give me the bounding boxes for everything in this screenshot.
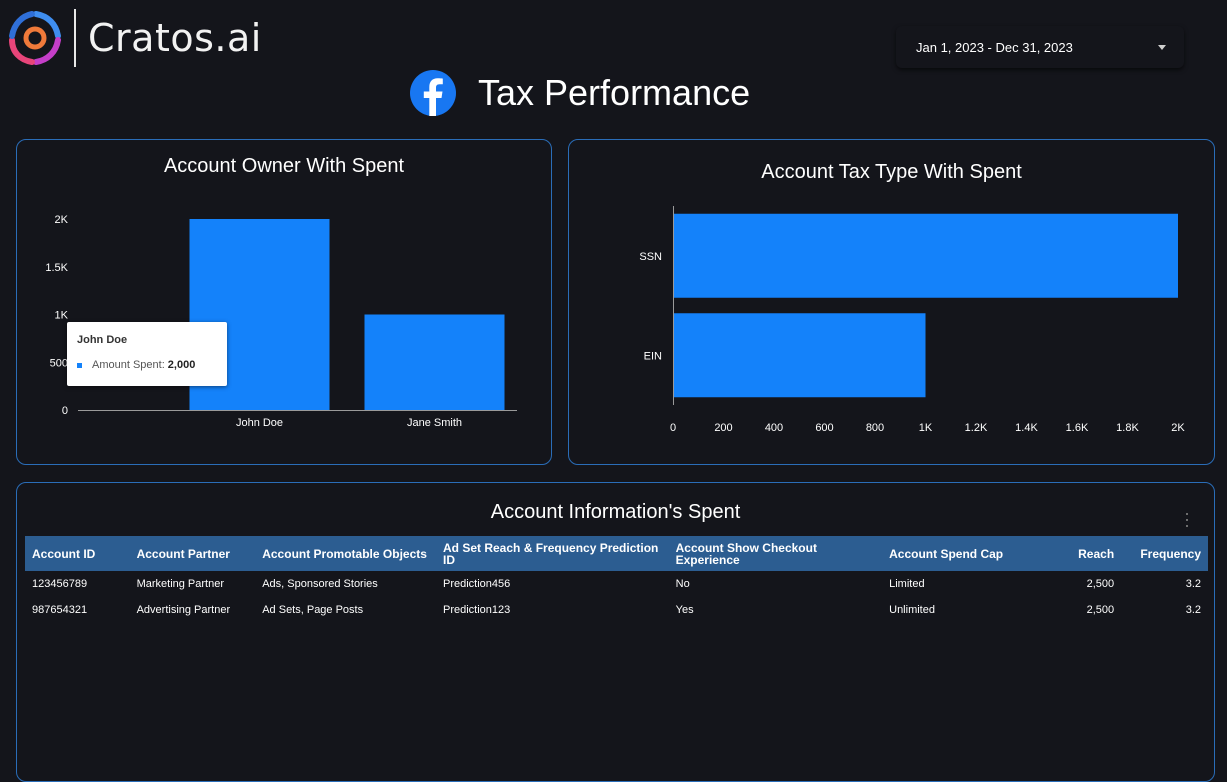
column-header[interactable]: Account Promotable Objects <box>255 536 436 571</box>
more-options-icon[interactable] <box>1182 513 1192 527</box>
account-owner-bar-chart: 0 500 1K 1.5K 2K John Doe Jane Smith <box>45 214 517 429</box>
table-cell: Unlimited <box>889 604 935 616</box>
bar <box>674 313 926 398</box>
account-info-table: Account ID Account Partner Account Promota… <box>25 536 1208 623</box>
x-tick-label: 1.2K <box>965 422 988 434</box>
table-cell: 2,500 <box>1086 604 1115 616</box>
x-tick-label: John Doe <box>236 417 283 429</box>
table-cell: Yes <box>675 604 694 616</box>
table-cell: Advertising Partner <box>136 604 231 616</box>
x-tick-label: 1.6K <box>1066 422 1089 434</box>
x-tick-label: 200 <box>714 422 732 434</box>
bar <box>674 213 1178 298</box>
y-tick-label: EIN <box>644 350 662 362</box>
table-cell: No <box>675 578 690 590</box>
table-cell: Ad Sets, Page Posts <box>262 604 364 616</box>
table-cell: 123456789 <box>32 578 88 590</box>
y-tick-label: 500 <box>50 357 68 369</box>
x-tick-label: 1K <box>919 422 933 434</box>
table-cell: 3.2 <box>1185 578 1201 590</box>
x-tick-label: 1.8K <box>1116 422 1139 434</box>
column-header[interactable]: Frequency <box>1121 536 1208 571</box>
x-tick-label: 800 <box>866 422 884 434</box>
table-cell: 2,500 <box>1086 578 1115 590</box>
date-range-label: Jan 1, 2023 - Dec 31, 2023 <box>916 39 1073 55</box>
table-header-row: Account ID Account Partner Account Promota… <box>25 536 1208 571</box>
table-cell: Ads, Sponsored Stories <box>262 578 378 590</box>
tax-type-bar-chart: SSN EIN 0 200 400 600 800 1K 1.2K 1.4K 1.6K 1.8K 2K <box>639 206 1185 434</box>
y-tick-label: 2K <box>55 214 69 226</box>
page-title: Tax Performance <box>478 72 751 113</box>
table-cell: Prediction456 <box>443 578 511 590</box>
facebook-icon <box>410 70 456 116</box>
x-tick-label: Jane Smith <box>407 417 462 429</box>
logo-divider <box>74 9 76 67</box>
table-cell: Marketing Partner <box>136 578 225 590</box>
x-tick-label: 0 <box>670 422 676 434</box>
tooltip-value: 2,000 <box>167 359 196 371</box>
tooltip-title: John Doe <box>77 334 128 346</box>
table-title: Account Information's Spent <box>490 501 741 523</box>
date-range-picker[interactable]: Jan 1, 2023 - Dec 31, 2023 <box>896 26 1184 68</box>
y-tick-label: 1.5K <box>45 262 68 274</box>
column-header[interactable]: Reach <box>1025 536 1122 571</box>
y-tick-label: 0 <box>62 405 68 417</box>
y-tick-label: SSN <box>639 251 662 263</box>
table-cell: Limited <box>889 578 925 590</box>
y-tick-label: 1K <box>55 310 69 322</box>
tax-type-chart-card: Account Tax Type With Spent SSN EIN 0 200 40… <box>568 139 1215 465</box>
table-row: 987654321 Advertising Partner Ad Sets, Pag… <box>25 597 1208 623</box>
column-header[interactable]: Account Show Checkout Experience <box>668 536 883 571</box>
column-header[interactable]: Account Spend Cap <box>882 536 1026 571</box>
bar <box>364 314 505 410</box>
account-owner-chart-card: Account Owner With Spent 0 500 1K 1.5K 2K Joh… <box>16 139 552 465</box>
table-cell: 3.2 <box>1185 604 1201 616</box>
x-tick-label: 1.4K <box>1015 422 1038 434</box>
page-header: Tax Performance <box>410 66 750 120</box>
column-header[interactable]: Account Partner <box>129 536 256 571</box>
chart-title: Account Tax Type With Spent <box>761 161 1022 183</box>
tooltip-swatch <box>77 362 82 368</box>
cratos-logo-icon <box>9 11 61 65</box>
brand-name: Cratos.ai <box>88 16 262 60</box>
table-cell: Prediction123 <box>443 604 511 616</box>
chart-title: Account Owner With Spent <box>163 155 405 177</box>
column-header[interactable]: Ad Set Reach & Frequency Prediction ID <box>436 536 669 571</box>
chevron-down-icon <box>1158 44 1166 50</box>
x-tick-label: 400 <box>765 422 783 434</box>
brand-logo: Cratos.ai <box>8 8 262 68</box>
x-tick-label: 2K <box>1171 422 1185 434</box>
tooltip-metric: Amount Spent: <box>92 359 165 371</box>
column-header[interactable]: Account ID <box>25 536 130 571</box>
account-info-table-card: Account Information's Spent Account ID Ac… <box>16 482 1215 782</box>
x-tick-label: 600 <box>815 422 833 434</box>
table-body: 123456789 Marketing Partner Ads, Sponsored… <box>25 571 1208 623</box>
tooltip-row: Amount Spent: 2,000 <box>77 359 217 371</box>
table-cell: 987654321 <box>32 604 88 616</box>
chart-tooltip: John Doe Amount Spent: 2,000 <box>67 322 227 386</box>
table-row: 123456789 Marketing Partner Ads, Sponsored… <box>25 571 1208 597</box>
